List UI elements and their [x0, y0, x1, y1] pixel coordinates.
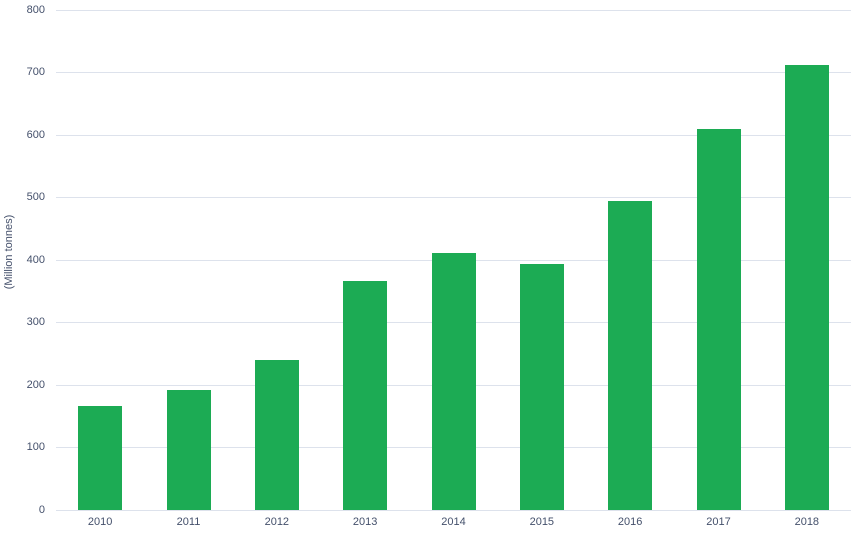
x-tick-label-2018: 2018 — [794, 516, 820, 528]
y-tick-label-500: 500 — [26, 191, 45, 203]
bar-2014 — [431, 253, 476, 510]
x-tick-label-2017: 2017 — [706, 516, 731, 528]
x-tick-label-2015: 2015 — [529, 516, 555, 528]
x-tick-label-2013: 2013 — [352, 516, 378, 528]
y-tick-label-300: 300 — [26, 316, 45, 328]
gridline-y-600 — [56, 134, 851, 136]
bar-2015 — [519, 263, 564, 510]
y-tick-label-200: 200 — [26, 378, 45, 391]
bar-2010 — [78, 405, 123, 510]
y-tick-label-400: 400 — [26, 253, 45, 266]
bar-2017 — [696, 128, 741, 510]
x-tick-label-2010: 2010 — [87, 516, 113, 528]
y-tick-label-800: 800 — [26, 3, 45, 16]
bar-2011 — [166, 390, 211, 510]
y-tick-label-600: 600 — [26, 128, 45, 141]
plot-area — [56, 9, 851, 511]
bar-2012 — [254, 360, 299, 510]
x-tick-label-2016: 2016 — [617, 516, 643, 528]
gridline-y-500 — [56, 197, 851, 198]
y-axis-title: (Million tonnes) — [3, 214, 15, 290]
y-tick-label-100: 100 — [26, 441, 45, 453]
gridline-y-0 — [56, 509, 851, 511]
y-tick-label-0: 0 — [38, 503, 45, 516]
bar-2013 — [343, 280, 388, 510]
x-tick-label-2014: 2014 — [441, 516, 466, 528]
gridline-y-800 — [56, 9, 851, 11]
y-tick-label-700: 700 — [26, 66, 45, 78]
gridline-y-700 — [56, 72, 851, 73]
x-tick-label-2011: 2011 — [176, 516, 201, 528]
x-tick-label-2012: 2012 — [264, 516, 290, 528]
bar-2018 — [784, 65, 829, 510]
bar-2016 — [608, 201, 653, 510]
